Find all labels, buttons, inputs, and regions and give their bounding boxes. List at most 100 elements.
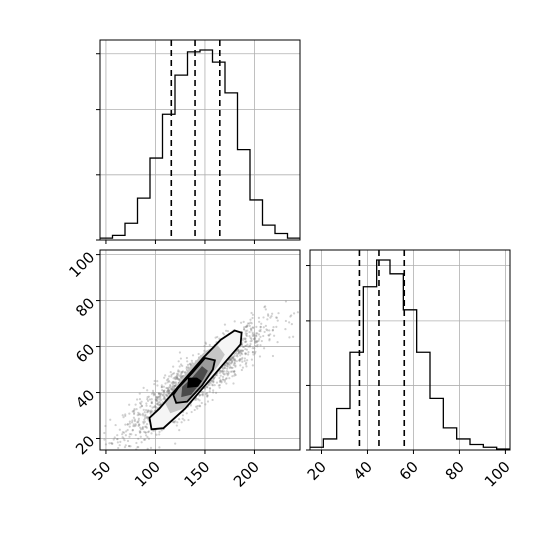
scatter-point [196,404,199,408]
scatter-point [141,426,145,429]
scatter-point [123,446,127,449]
scatter-point [275,316,278,319]
scatter-point [122,437,125,440]
scatter-point [167,388,170,392]
scatter-point [292,312,296,315]
scatter-point [164,382,167,385]
scatter-point [211,384,214,387]
scatter-point [245,361,248,364]
scatter-point [288,336,291,339]
scatter-point [178,418,181,421]
scatter-point [181,414,185,417]
scatter-point [170,388,173,391]
scatter-point [126,428,129,432]
scatter-point [248,330,251,334]
scatter-point [232,356,235,359]
scatter-point [253,347,256,350]
scatter-point [161,393,164,396]
scatter-point [161,394,164,397]
scatter-point [179,375,182,378]
scatter-point [137,413,141,416]
scatter-point [225,377,228,380]
scatter-point [226,361,230,365]
scatter-point [152,405,155,409]
scatter-point [168,375,171,378]
scatter-point [254,339,257,342]
scatter-point [231,355,235,358]
scatter-point [132,423,135,426]
scatter-point [172,386,176,389]
scatter-point [232,358,235,361]
scatter-point [228,362,231,365]
scatter-point [166,394,169,398]
scatter-point [254,336,257,339]
scatter-point [164,374,167,377]
scatter-point [234,351,237,355]
scatter-point [214,336,217,339]
scatter-point [216,335,219,339]
scatter-point [233,355,236,358]
scatter-point [241,345,245,349]
scatter-point [149,405,152,408]
scatter-point [160,384,163,387]
scatter-point [171,372,174,375]
scatter-point [234,364,237,367]
scatter-point [204,392,208,396]
scatter-point [104,424,107,428]
scatter-point [121,431,124,434]
scatter-point [166,392,169,395]
scatter-point [259,328,262,331]
scatter-point [142,422,145,425]
scatter-point [171,389,174,392]
scatter-point [143,420,146,423]
scatter-point [258,320,261,323]
scatter-point [162,398,165,401]
scatter-point [242,320,245,323]
scatter-point [240,368,243,372]
scatter-point [257,333,261,336]
scatter-point [250,329,253,332]
scatter-point [138,423,141,426]
scatter-point [208,387,212,390]
scatter-point [218,383,221,387]
scatter-point [156,403,159,406]
scatter-point [159,392,163,396]
scatter-point [177,378,180,381]
scatter-point [152,391,155,394]
scatter-point [163,389,166,392]
scatter-point [248,344,251,347]
scatter-point [163,376,166,379]
scatter-point [241,356,244,360]
scatter-point [158,392,161,395]
scatter-point [153,383,156,386]
scatter-point [262,316,265,319]
scatter-point [151,406,154,409]
scatter-point [237,350,240,353]
scatter-x-tick-label-1: 100 [131,458,164,491]
scatter-point [162,389,165,393]
scatter-point [251,350,255,354]
scatter-point [148,398,151,401]
scatter-point [156,397,159,400]
scatter-point [154,405,157,409]
scatter-point [223,370,226,373]
scatter-point [158,430,161,433]
scatter-point [141,427,144,430]
scatter-point [213,384,216,387]
scatter-point [240,351,243,354]
scatter-x-tick-label-3: 200 [230,458,263,491]
scatter-point [196,407,199,410]
scatter-point [212,389,215,392]
scatter-point [134,433,137,437]
scatter-point [249,321,252,324]
scatter-point [245,334,248,338]
scatter-point [244,325,248,329]
scatter-point [180,421,183,424]
scatter-point [171,383,174,386]
scatter-point [233,358,236,361]
scatter-point [116,434,119,437]
scatter-point [140,405,143,408]
scatter-point [149,411,152,414]
scatter-point [263,306,266,309]
